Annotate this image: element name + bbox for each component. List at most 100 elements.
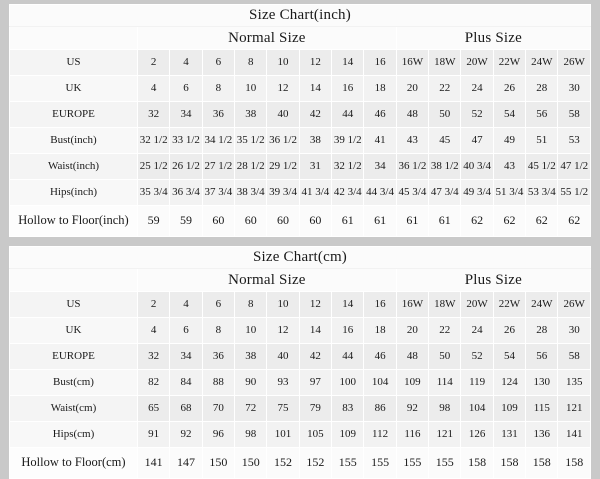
measurement-cell: 14 <box>331 291 365 318</box>
measurement-cell: 10 <box>266 291 300 318</box>
measurement-cell: 30 <box>557 317 591 344</box>
measurement-cell: 61 <box>395 205 430 237</box>
measurement-row-label: US <box>9 49 138 76</box>
measurement-cell: 62 <box>525 205 559 237</box>
measurement-cell: 150 <box>201 447 236 479</box>
measurement-cell: 54 <box>492 343 527 370</box>
measurement-cell: 136 <box>525 421 559 448</box>
measurement-cell: 155 <box>395 447 430 479</box>
measurement-cell: 39 3/4 <box>266 179 300 206</box>
measurement-row-label: Bust(inch) <box>9 127 138 154</box>
measurement-cell: 32 <box>136 101 171 128</box>
chart-title-row: Size Chart(inch) <box>9 4 591 27</box>
table-row: Bust(cm) 82 84 88 90 93 97 100 104 109 114 119 124 13… <box>9 369 591 396</box>
measurement-cell: 28 <box>525 75 559 102</box>
measurement-cell: 82 <box>136 369 171 396</box>
measurement-cell: 158 <box>460 447 494 479</box>
measurement-cell: 34 1/2 <box>201 127 236 154</box>
size-group-header-row: Normal Size Plus Size <box>9 26 592 50</box>
measurement-cell: 60 <box>201 205 236 237</box>
measurement-cell: 26 <box>492 75 527 102</box>
measurement-cell: 6 <box>201 49 236 76</box>
measurement-cell: 155 <box>428 447 462 479</box>
measurement-cell: 26 1/2 <box>169 153 203 180</box>
chart-title-row: Size Chart(cm) <box>9 246 591 269</box>
measurement-cell: 158 <box>492 447 527 479</box>
chart-title: Size Chart(cm) <box>9 246 591 269</box>
measurement-cell: 6 <box>169 317 203 344</box>
measurement-cell: 39 1/2 <box>331 127 365 154</box>
measurement-cell: 61 <box>428 205 462 237</box>
measurement-cell: 38 3/4 <box>234 179 268 206</box>
measurement-cell: 58 <box>557 101 591 128</box>
table-row: Hollow to Floor(cm) 141 147 150 150 152 152 155… <box>9 447 591 479</box>
measurement-cell: 16W <box>395 49 430 76</box>
measurement-cell: 41 3/4 <box>298 179 333 206</box>
measurement-cell: 155 <box>363 447 397 479</box>
measurement-cell: 10 <box>234 317 268 344</box>
measurement-cell: 56 <box>525 343 559 370</box>
size-group-header: Plus Size <box>395 26 592 50</box>
measurement-cell: 22W <box>492 49 527 76</box>
measurement-cell: 60 <box>298 205 333 237</box>
measurement-cell: 44 <box>331 101 365 128</box>
measurement-cell: 42 3/4 <box>331 179 365 206</box>
measurement-row-label: EUROPE <box>9 343 138 370</box>
measurement-cell: 12 <box>298 291 333 318</box>
measurement-cell: 34 <box>169 343 203 370</box>
measurement-cell: 58 <box>557 343 591 370</box>
table-row: Hips(inch) 35 3/4 36 3/4 37 3/4 38 3/4 39 3/4… <box>9 179 591 206</box>
measurement-cell: 20 <box>395 317 430 344</box>
size-chart-table: Size Chart(inch) Normal Size Plus Size US 2 4… <box>9 4 592 237</box>
measurement-cell: 4 <box>136 75 171 102</box>
measurement-cell: 36 1/2 <box>266 127 300 154</box>
measurement-cell: 121 <box>428 421 462 448</box>
measurement-cell: 24W <box>525 291 559 318</box>
measurement-cell: 46 <box>363 343 397 370</box>
measurement-cell: 2 <box>136 291 171 318</box>
table-row: US 2 4 6 8 10 12 14 16 16W 18W 20W 22W 24W 26W <box>9 49 591 76</box>
measurement-cell: 88 <box>201 369 236 396</box>
measurement-cell: 4 <box>169 291 203 318</box>
size-chart-table: Size Chart(cm) Normal Size Plus Size US 2 4 6 8… <box>9 246 592 479</box>
measurement-cell: 32 <box>136 343 171 370</box>
measurement-cell: 43 <box>492 153 527 180</box>
measurement-row-label: Hips(cm) <box>9 421 138 448</box>
measurement-cell: 56 <box>525 101 559 128</box>
measurement-cell: 44 3/4 <box>363 179 397 206</box>
size-group-header: Normal Size <box>137 26 397 50</box>
measurement-cell: 79 <box>298 395 333 422</box>
measurement-cell: 75 <box>266 395 300 422</box>
measurement-cell: 101 <box>266 421 300 448</box>
measurement-row-label: Hips(inch) <box>9 179 138 206</box>
measurement-cell: 68 <box>169 395 203 422</box>
measurement-cell: 83 <box>331 395 365 422</box>
measurement-cell: 25 1/2 <box>136 153 171 180</box>
measurement-cell: 59 <box>169 205 203 237</box>
table-row: Hollow to Floor(inch) 59 59 60 60 60 60 61 61 61 6… <box>9 205 591 237</box>
measurement-cell: 14 <box>331 49 365 76</box>
measurement-cell: 59 <box>136 205 171 237</box>
measurement-cell: 60 <box>266 205 300 237</box>
measurement-cell: 51 <box>525 127 559 154</box>
measurement-row-label: Waist(cm) <box>9 395 138 422</box>
measurement-cell: 109 <box>492 395 527 422</box>
measurement-cell: 42 <box>298 343 333 370</box>
measurement-cell: 50 <box>428 343 462 370</box>
measurement-row-label: EUROPE <box>9 101 138 128</box>
measurement-cell: 40 3/4 <box>460 153 494 180</box>
measurement-cell: 20W <box>460 291 494 318</box>
measurement-row-label: Bust(cm) <box>9 369 138 396</box>
measurement-cell: 41 <box>363 127 397 154</box>
measurement-cell: 16W <box>395 291 430 318</box>
measurement-cell: 36 1/2 <box>395 153 430 180</box>
measurement-cell: 51 3/4 <box>492 179 527 206</box>
measurement-cell: 22W <box>492 291 527 318</box>
measurement-cell: 44 <box>331 343 365 370</box>
measurement-cell: 97 <box>298 369 333 396</box>
measurement-cell: 8 <box>201 75 236 102</box>
measurement-cell: 141 <box>557 421 591 448</box>
measurement-cell: 53 <box>557 127 591 154</box>
measurement-cell: 49 3/4 <box>460 179 494 206</box>
measurement-row-label: Hollow to Floor(inch) <box>9 205 138 237</box>
